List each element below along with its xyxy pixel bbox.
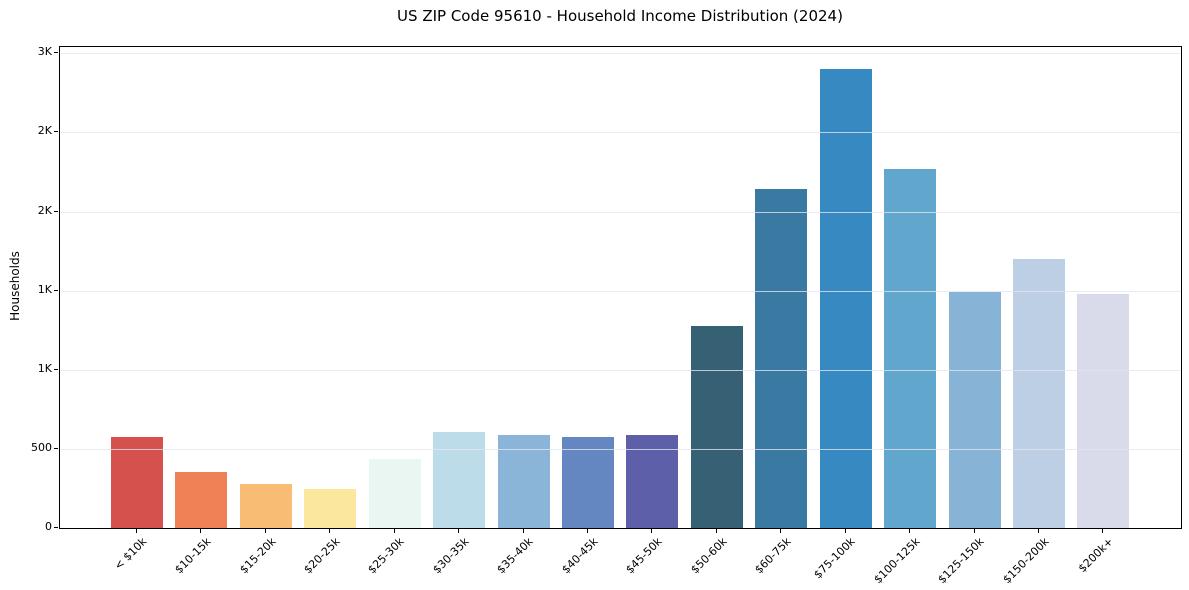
y-tick-label: 1K	[37, 282, 52, 296]
x-tick-label: < $10k	[111, 535, 150, 573]
bar	[884, 168, 937, 528]
bar	[562, 437, 614, 528]
x-tick-label: $50-60k	[687, 535, 730, 577]
bar	[239, 483, 292, 528]
bar	[433, 432, 486, 528]
y-tick-mark	[54, 289, 58, 291]
x-tick-mark	[973, 529, 975, 533]
bar	[1013, 259, 1066, 528]
y-tick-mark	[54, 52, 58, 54]
y-tick-mark	[54, 527, 58, 528]
x-tick-label: $125-150k	[935, 535, 987, 587]
y-tick-mark	[54, 447, 58, 449]
y-tick-label: 3K	[37, 45, 52, 59]
bar	[690, 326, 743, 528]
gridline	[61, 290, 1181, 292]
y-tick-label: 1K	[37, 361, 52, 375]
plot-area	[59, 46, 1182, 529]
gridline	[61, 211, 1181, 213]
gridline	[61, 132, 1181, 134]
x-tick-mark	[200, 529, 202, 533]
x-tick-mark	[844, 529, 846, 533]
y-tick-label: 2K	[37, 124, 52, 138]
x-tick-mark	[1102, 529, 1104, 533]
x-tick-label: $60-75k	[752, 535, 794, 577]
bar	[948, 292, 1001, 528]
gridline	[61, 448, 1181, 450]
x-tick-mark	[522, 529, 524, 533]
x-tick-label: $150-200k	[1000, 535, 1052, 587]
bar	[368, 459, 421, 528]
x-tick-label: $40-45k	[558, 535, 601, 577]
x-tick-label: $75-100k	[811, 535, 858, 582]
x-tick-label: $30-35k	[430, 535, 472, 577]
chart-title: US ZIP Code 95610 - Household Income Dis…	[397, 7, 843, 25]
x-tick-mark	[909, 529, 911, 533]
x-tick-mark	[136, 529, 137, 533]
x-tick-label: $25-30k	[365, 535, 407, 577]
y-tick-label: 2K	[37, 203, 52, 217]
x-tick-label: $35-40k	[494, 535, 536, 577]
bar	[819, 69, 872, 528]
y-tick-label: 0	[45, 520, 52, 533]
x-tick-mark	[780, 529, 782, 533]
x-tick-mark	[458, 529, 460, 533]
x-tick-mark	[264, 529, 266, 533]
y-tick-mark	[54, 131, 58, 133]
x-tick-mark	[651, 529, 653, 533]
x-tick-mark	[1038, 529, 1040, 533]
bar	[497, 434, 550, 528]
x-tick-label: $45-50k	[623, 535, 665, 577]
x-tick-mark	[393, 529, 395, 533]
bar	[111, 437, 163, 528]
x-tick-label: $100-125k	[871, 535, 923, 587]
y-tick-mark	[54, 368, 58, 370]
bar	[626, 434, 679, 528]
bar	[304, 489, 357, 528]
bar	[1077, 293, 1130, 528]
x-tick-mark	[587, 529, 588, 533]
bar	[175, 471, 228, 528]
gridline	[61, 369, 1181, 371]
bar	[755, 189, 808, 528]
x-tick-label: $200k+	[1075, 535, 1116, 576]
x-tick-label: $20-25k	[301, 535, 343, 577]
x-tick-mark	[715, 529, 717, 533]
y-tick-label: 500	[31, 440, 52, 454]
x-tick-label: $10-15k	[172, 535, 214, 577]
gridline	[61, 53, 1181, 55]
x-tick-label: $15-20k	[236, 535, 279, 577]
y-tick-mark	[54, 210, 58, 212]
x-tick-mark	[329, 529, 331, 533]
